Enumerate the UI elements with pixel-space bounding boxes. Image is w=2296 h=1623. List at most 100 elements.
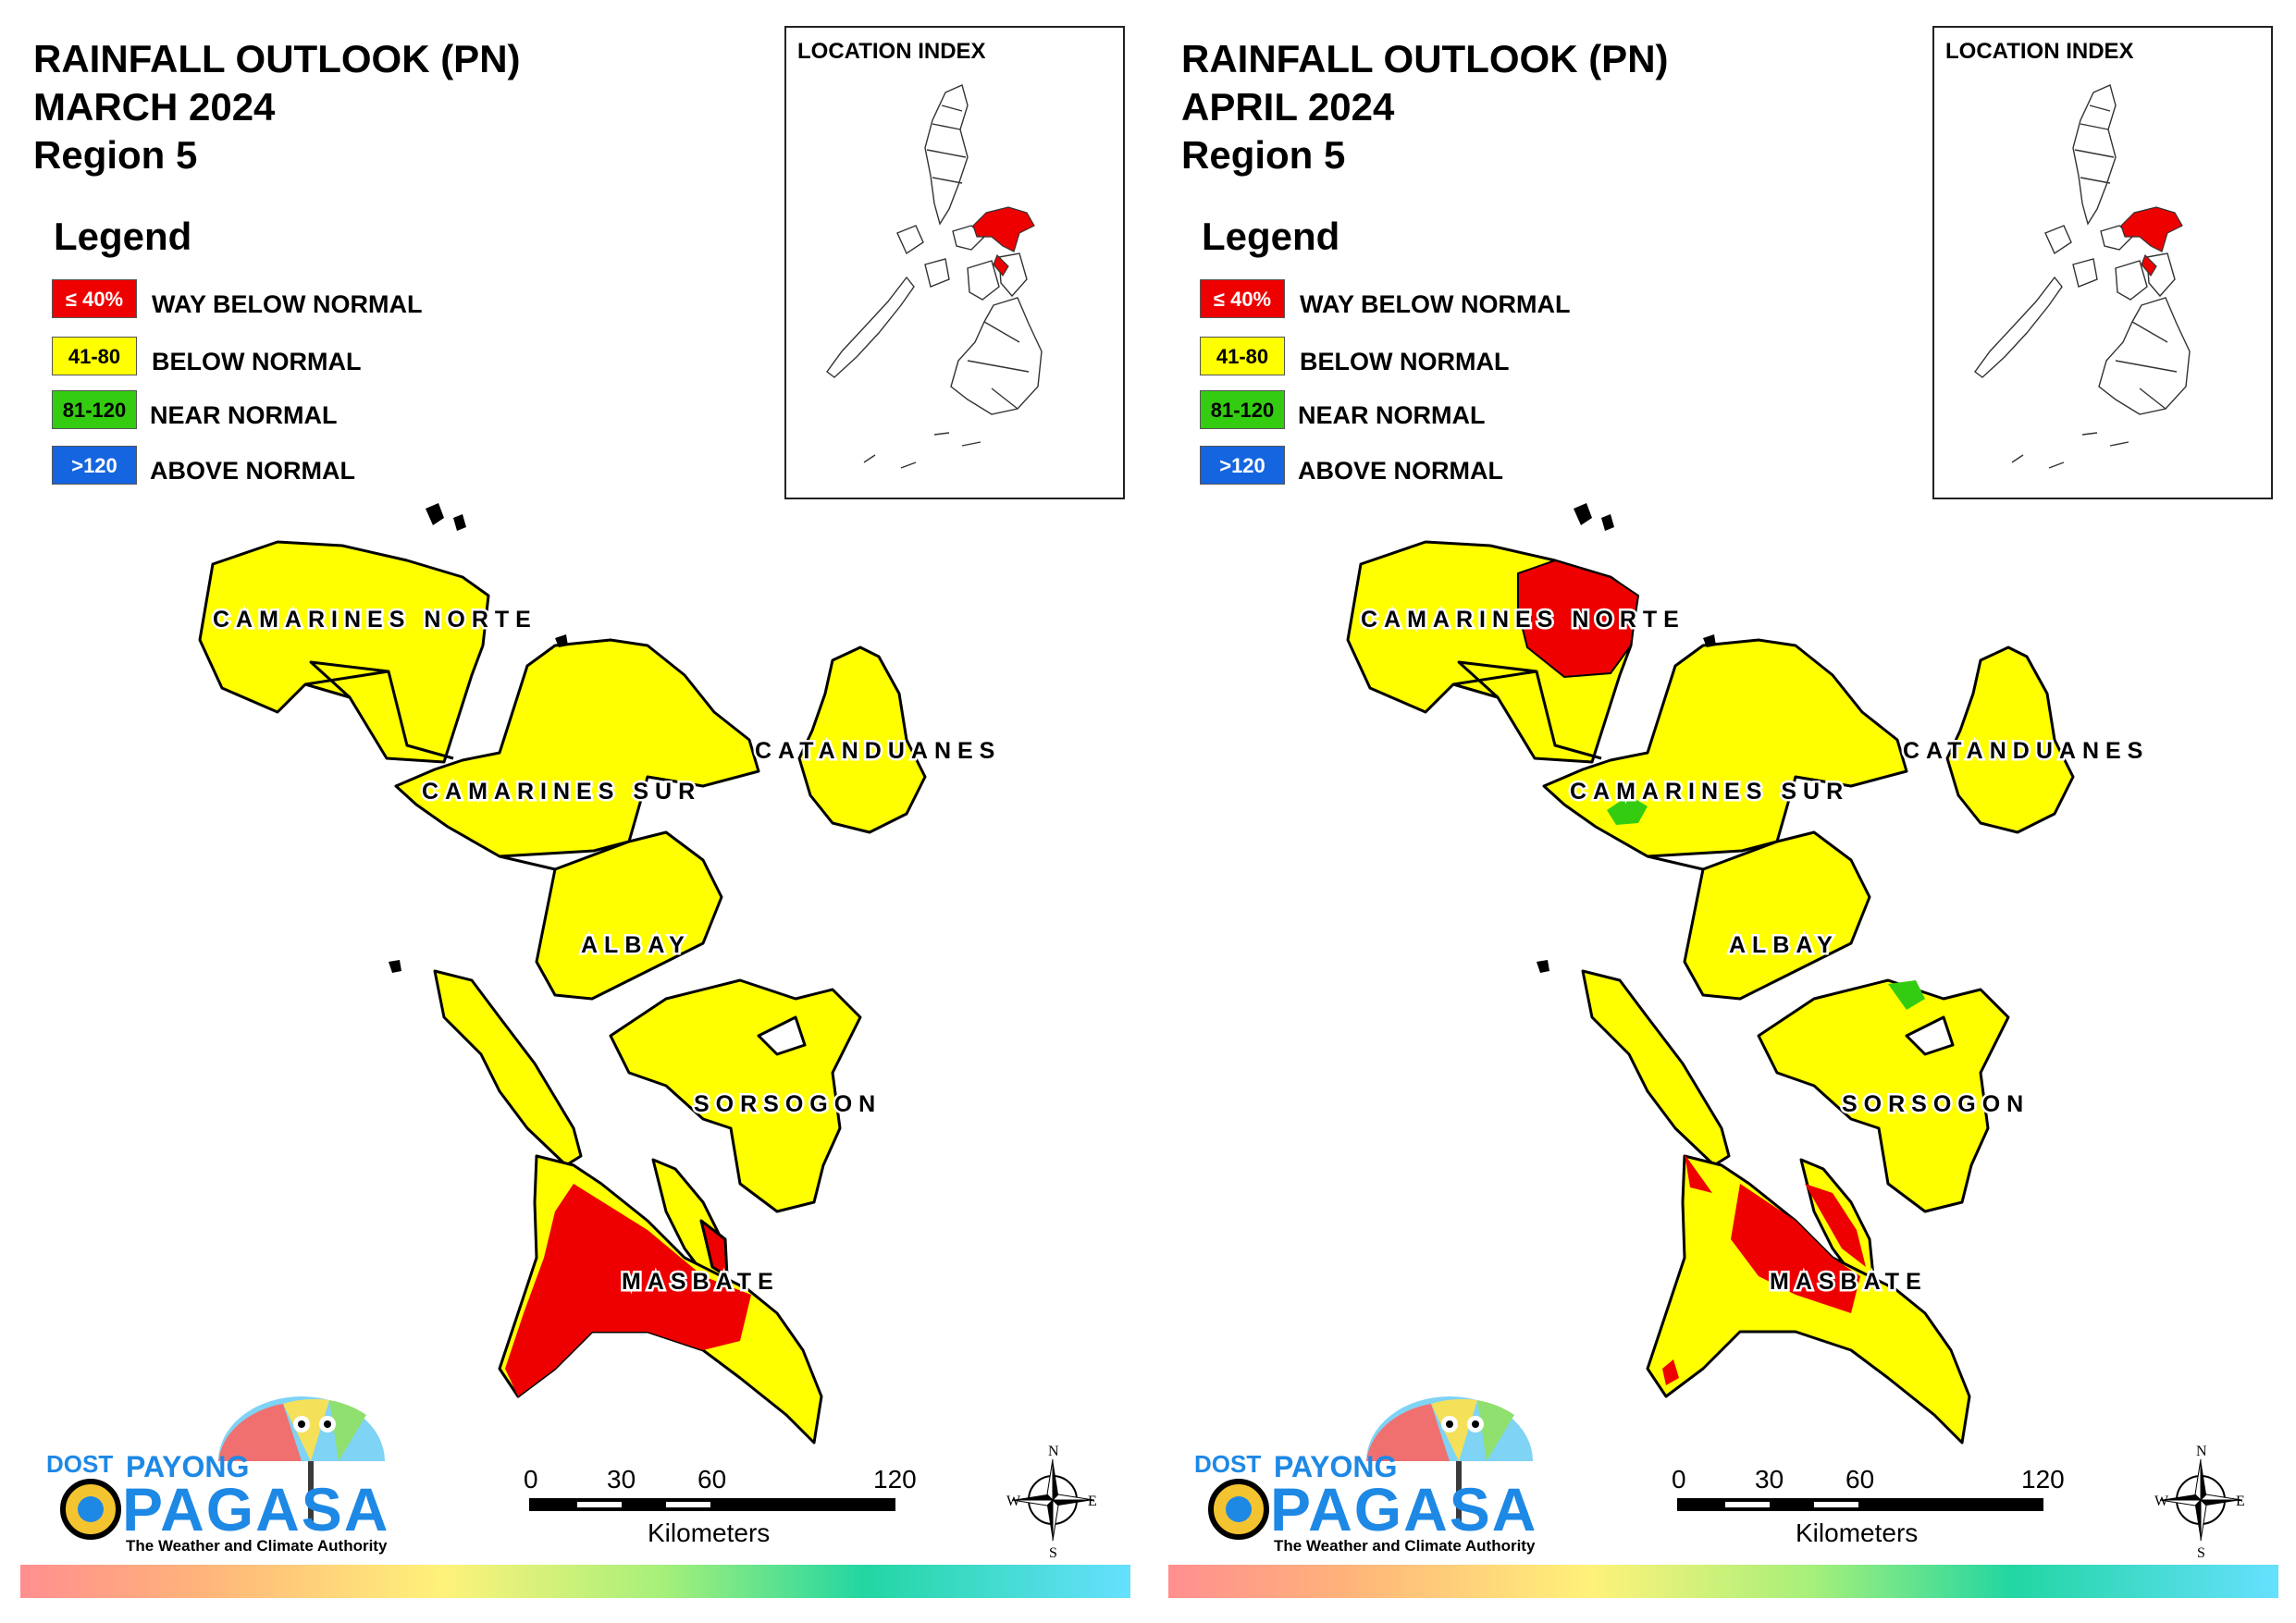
- logo-payong: PAYONG: [1274, 1450, 1398, 1483]
- label-albay: ALBAY: [1729, 932, 1839, 958]
- legend-item-below: 41-80 BELOW NORMAL: [1200, 337, 1644, 377]
- island-burias: [1581, 969, 1731, 1167]
- legend-item-below: 41-80 BELOW NORMAL: [52, 337, 496, 377]
- panel-april: RAINFALL OUTLOOK (PN) APRIL 2024 Region …: [1148, 0, 2296, 1623]
- logo-dost: DOST: [1194, 1450, 1262, 1478]
- camarines-sur-green-zone: [1607, 795, 1648, 825]
- brand-gradient-strip: [20, 1565, 1130, 1598]
- legend-label: BELOW NORMAL: [1300, 348, 1510, 375]
- legend-heading: Legend: [1202, 215, 1340, 258]
- north-arrow-compass: N S W E: [1006, 1441, 1099, 1561]
- masbate-red-zone: [1731, 1184, 1860, 1313]
- compass-rose-icon: N S W E: [1006, 1444, 1097, 1561]
- location-index-inset: LOCATION INDEX: [784, 26, 1125, 499]
- legend-swatch: ≤ 40%: [1200, 279, 1285, 318]
- label-masbate: MASBATE: [1770, 1269, 1928, 1295]
- logo-dost: DOST: [46, 1450, 114, 1478]
- label-camarines-sur: CAMARINES SUR: [422, 779, 701, 805]
- label-camarines-norte: CAMARINES NORTE: [213, 607, 537, 633]
- luzon-outline: [2072, 84, 2117, 226]
- province-camarines-sur: [394, 638, 760, 858]
- legend-item-above: >120 ABOVE NORMAL: [1200, 446, 1644, 486]
- legend-swatch: 81-120: [1200, 390, 1285, 429]
- title-line-1: RAINFALL OUTLOOK (PN): [33, 37, 521, 80]
- province-albay: [1683, 830, 1871, 1001]
- region-5-map: CAMARINES NORTE CAMARINES SUR CATANDUANE…: [1346, 503, 2149, 1445]
- compass-e: E: [1088, 1494, 1097, 1509]
- title-line-3: Region 5: [1181, 133, 1346, 177]
- legend-label: WAY BELOW NORMAL: [1300, 290, 1571, 318]
- legend-swatch: 41-80: [1200, 337, 1285, 375]
- province-camarines-norte: [198, 540, 490, 764]
- title-line-2: MARCH 2024: [33, 85, 276, 129]
- payong-pagasa-logo: DOST PAYONG PAGASA The Weather and Clima…: [1181, 1387, 1551, 1563]
- scale-bar: 0 30 60 120 Kilometers: [1666, 1461, 2073, 1547]
- region-5-map: CAMARINES NORTE CAMARINES SUR CATANDUANE…: [198, 503, 1001, 1445]
- legend-swatch: >120: [52, 446, 137, 485]
- inset-title: LOCATION INDEX: [797, 39, 986, 64]
- philippines-inset-map: [1974, 84, 2191, 469]
- scale-tick-60: 60: [697, 1465, 727, 1494]
- province-catanduanes: [1945, 646, 2075, 834]
- scale-tick-120: 120: [873, 1465, 917, 1494]
- legend-swatch: 41-80: [52, 337, 137, 375]
- label-sorsogon: SORSOGON: [694, 1091, 882, 1117]
- island-burias: [433, 969, 583, 1167]
- legend-item-near: 81-120 NEAR NORMAL: [52, 390, 496, 431]
- legend-item-way-below: ≤ 40% WAY BELOW NORMAL: [52, 279, 496, 320]
- scale-tick-30: 30: [1755, 1465, 1784, 1494]
- logo-tagline: The Weather and Climate Authority: [126, 1537, 388, 1555]
- brand-gradient-strip: [1168, 1565, 2278, 1598]
- compass-e: E: [2236, 1494, 2245, 1509]
- compass-n: N: [2196, 1444, 2207, 1459]
- location-index-inset: LOCATION INDEX: [1932, 26, 2273, 499]
- legend-swatch: 81-120: [52, 390, 137, 429]
- north-arrow-compass: N S W E: [2154, 1441, 2247, 1561]
- scale-bar: 0 30 60 120 Kilometers: [518, 1461, 925, 1547]
- label-catanduanes: CATANDUANES: [755, 738, 1001, 764]
- province-catanduanes: [797, 646, 927, 834]
- compass-rose-icon: N S W E: [2154, 1444, 2245, 1561]
- inset-title: LOCATION INDEX: [1945, 39, 2134, 64]
- legend-item-way-below: ≤ 40% WAY BELOW NORMAL: [1200, 279, 1644, 320]
- logo-pagasa: PAGASA: [122, 1475, 390, 1543]
- legend-label: ABOVE NORMAL: [1298, 457, 1503, 485]
- legend-label: ABOVE NORMAL: [150, 457, 355, 485]
- map-title: RAINFALL OUTLOOK (PN) APRIL 2024 Region …: [1181, 35, 1669, 179]
- legend-item-near: 81-120 NEAR NORMAL: [1200, 390, 1644, 431]
- payong-pagasa-logo: DOST PAYONG PAGASA The Weather and Clima…: [33, 1387, 403, 1563]
- legend-label: BELOW NORMAL: [152, 348, 362, 375]
- compass-s: S: [2197, 1545, 2205, 1561]
- legend-heading: Legend: [54, 215, 192, 258]
- scale-bar-graphic: [529, 1498, 895, 1511]
- palawan-outline: [1974, 276, 2063, 378]
- label-catanduanes: CATANDUANES: [1903, 738, 2149, 764]
- umbrella-icon: [1208, 1396, 1533, 1540]
- label-albay: ALBAY: [581, 932, 691, 958]
- palawan-outline: [826, 276, 915, 378]
- title-line-2: APRIL 2024: [1181, 85, 1395, 129]
- legend-swatch: ≤ 40%: [52, 279, 137, 318]
- umbrella-icon: [60, 1396, 385, 1540]
- logo-pagasa: PAGASA: [1270, 1475, 1538, 1543]
- scale-tick-30: 30: [607, 1465, 636, 1494]
- sorsogon-green-zone: [1888, 980, 1925, 1010]
- luzon-outline: [924, 84, 969, 226]
- label-masbate: MASBATE: [622, 1269, 780, 1295]
- mindanao-outline: [2098, 297, 2191, 415]
- scale-tick-120: 120: [2021, 1465, 2065, 1494]
- scale-bar-graphic: [1677, 1498, 2043, 1511]
- scale-unit: Kilometers: [1796, 1518, 1919, 1547]
- title-line-3: Region 5: [33, 133, 198, 177]
- masbate-red-zone: [505, 1184, 751, 1396]
- title-line-1: RAINFALL OUTLOOK (PN): [1181, 37, 1669, 80]
- legend-swatch: >120: [1200, 446, 1285, 485]
- panel-march: RAINFALL OUTLOOK (PN) MARCH 2024 Region …: [20, 26, 1130, 1598]
- map-title: RAINFALL OUTLOOK (PN) MARCH 2024 Region …: [33, 35, 521, 179]
- compass-w: W: [1006, 1494, 1021, 1509]
- label-camarines-norte: CAMARINES NORTE: [1361, 607, 1685, 633]
- region-5-highlight: [972, 206, 1035, 252]
- mindanao-outline: [950, 297, 1043, 415]
- scale-unit: Kilometers: [648, 1518, 771, 1547]
- legend-label: NEAR NORMAL: [150, 401, 338, 429]
